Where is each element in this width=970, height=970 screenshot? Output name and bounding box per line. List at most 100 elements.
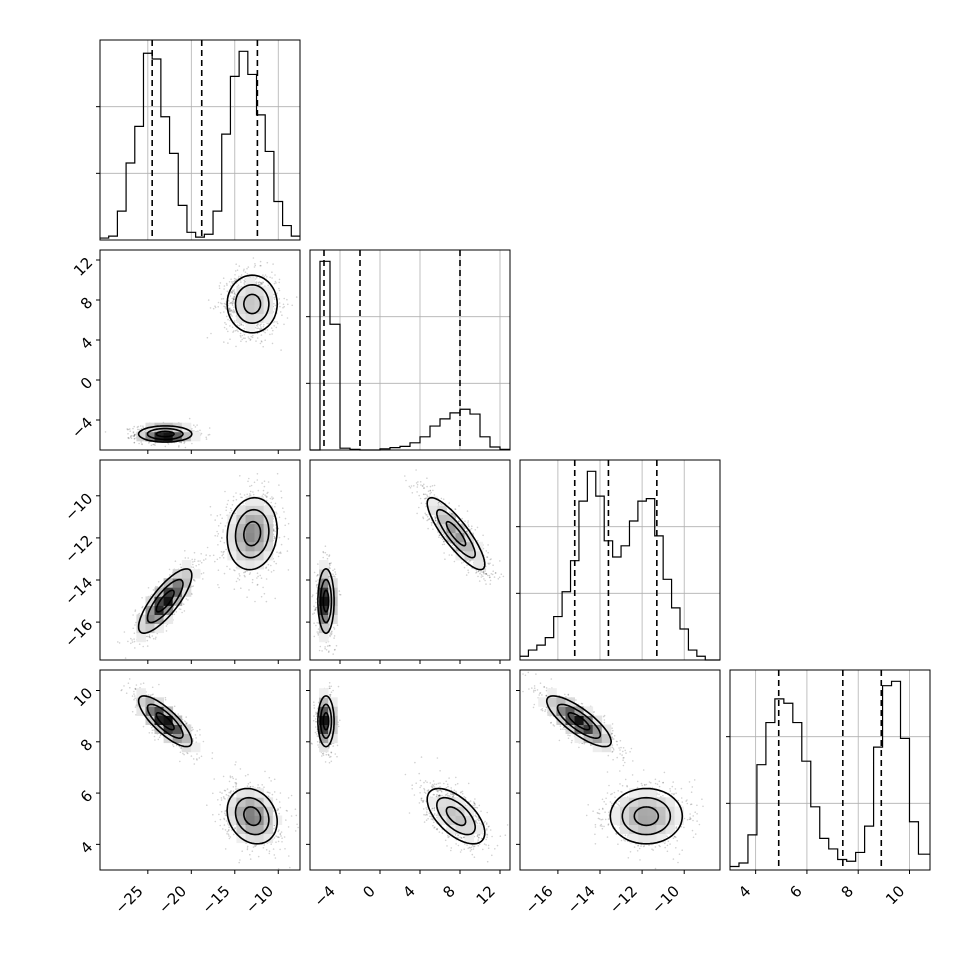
sample-point <box>248 337 250 340</box>
sample-point <box>329 632 332 635</box>
sample-point <box>476 526 479 529</box>
sample-point <box>441 543 444 546</box>
sample-point <box>260 323 262 326</box>
sample-point <box>200 553 202 555</box>
sample-point <box>155 636 157 639</box>
sample-point <box>234 512 237 515</box>
sample-point <box>279 551 282 553</box>
sample-point <box>271 333 273 335</box>
sample-point <box>244 575 246 578</box>
sample-point <box>249 494 252 497</box>
sample-point <box>231 303 234 305</box>
sample-point <box>230 278 232 281</box>
sample-point <box>223 288 225 290</box>
sample-point <box>278 298 281 300</box>
density-cell <box>163 596 174 606</box>
sample-point <box>334 571 337 573</box>
sample-point <box>264 274 267 276</box>
sample-point <box>295 296 298 298</box>
sample-point <box>270 571 273 573</box>
density-cell <box>245 286 255 296</box>
sample-point <box>136 426 139 429</box>
sample-point <box>134 610 136 612</box>
sample-point <box>258 284 260 286</box>
sample-point <box>223 326 226 329</box>
density-cell <box>245 550 255 561</box>
sample-point <box>238 275 240 278</box>
sample-point <box>316 622 319 624</box>
sample-point <box>251 336 254 339</box>
density-cell <box>227 550 237 561</box>
sample-point <box>275 282 277 284</box>
sample-point <box>133 638 135 640</box>
sample-point <box>243 574 246 577</box>
sample-point <box>313 609 316 611</box>
sample-point <box>132 431 135 434</box>
sample-point <box>244 337 246 340</box>
sample-point <box>178 445 180 447</box>
density-cell <box>154 623 164 634</box>
sample-point <box>152 443 154 446</box>
sample-point <box>319 645 322 648</box>
sample-point <box>239 475 241 477</box>
density-cell <box>236 304 246 314</box>
sample-point <box>333 575 335 577</box>
sample-point <box>220 298 223 300</box>
sample-point <box>277 555 280 558</box>
sample-point <box>249 572 252 574</box>
density-cell <box>236 541 246 552</box>
sample-point <box>247 480 249 483</box>
sample-point <box>132 435 135 437</box>
density-cell <box>181 431 192 442</box>
sample-point <box>490 558 492 560</box>
sample-point <box>240 281 242 283</box>
panel-frame <box>309 249 511 451</box>
sample-point <box>133 433 136 436</box>
sample-point <box>328 566 331 568</box>
sample-point <box>263 323 265 326</box>
sample-point <box>338 590 341 592</box>
sample-point <box>257 575 259 578</box>
sample-point <box>130 437 133 440</box>
sample-point <box>245 340 247 343</box>
sample-point <box>263 592 266 595</box>
sample-point <box>274 505 276 508</box>
sample-point <box>127 436 130 439</box>
sample-point <box>217 569 220 571</box>
sample-point <box>438 534 441 536</box>
sample-point <box>197 560 199 562</box>
sample-point <box>216 515 219 517</box>
sample-point <box>148 441 151 443</box>
sample-point <box>236 324 239 326</box>
density-cell <box>254 313 264 324</box>
marginal-panel-1 <box>306 249 511 451</box>
sample-point <box>259 264 262 267</box>
sample-point <box>232 302 234 304</box>
sample-point <box>224 321 226 324</box>
sample-point <box>466 510 469 512</box>
sample-point <box>240 323 243 326</box>
sample-point <box>232 281 235 283</box>
sample-point <box>243 282 245 284</box>
sample-point <box>130 637 132 640</box>
sample-point <box>146 645 149 647</box>
sample-point <box>212 554 215 557</box>
sample-point <box>438 536 440 538</box>
sample-point <box>331 633 333 635</box>
sample-point <box>132 427 134 430</box>
sample-point <box>193 430 195 432</box>
sample-point <box>229 319 231 322</box>
sample-point <box>482 571 485 573</box>
sample-point <box>448 554 451 556</box>
sample-point <box>157 451 159 453</box>
sample-point <box>259 342 262 345</box>
sample-point <box>234 279 236 282</box>
sample-point <box>279 305 281 308</box>
sample-point <box>233 295 235 298</box>
sample-point <box>133 441 136 444</box>
sample-point <box>123 631 126 633</box>
sample-point <box>229 309 232 311</box>
sample-point <box>229 310 231 313</box>
sample-point <box>244 570 247 573</box>
contour-line <box>137 425 193 443</box>
